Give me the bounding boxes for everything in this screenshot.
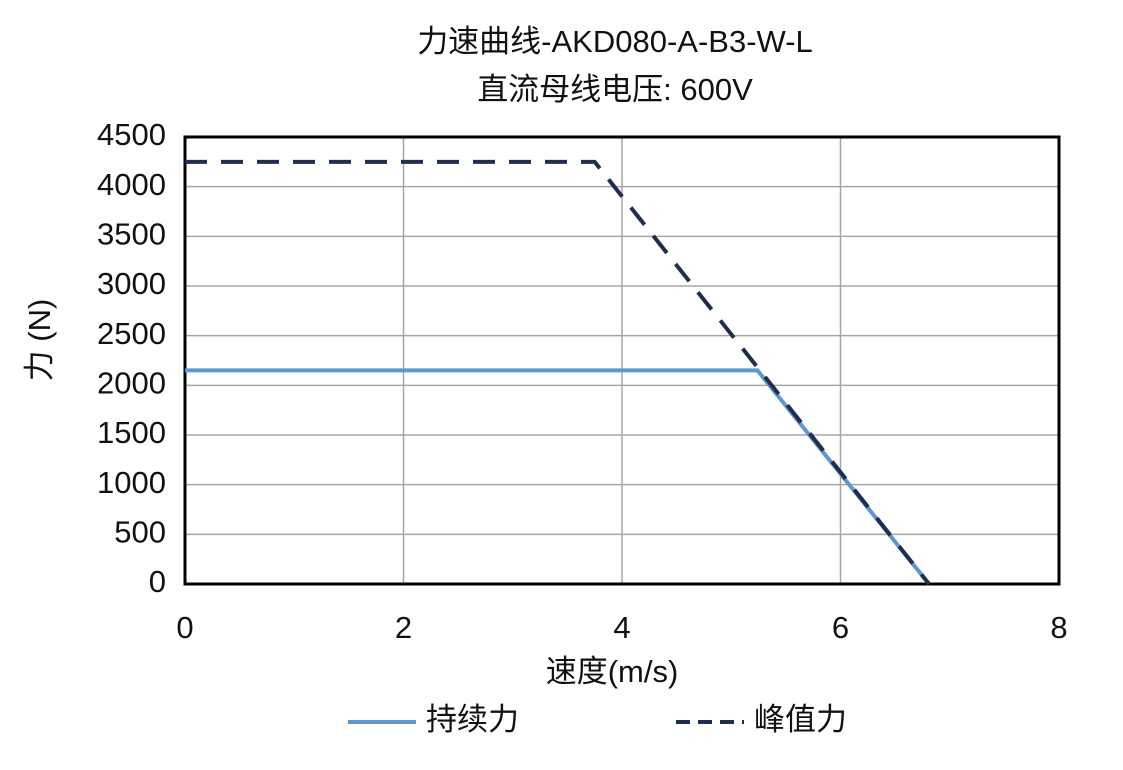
x-tick-label: 4 [613,610,630,645]
y-tick-label: 4000 [97,167,166,202]
y-tick-label: 3000 [97,266,166,301]
y-tick-label: 4500 [97,117,166,152]
y-tick-label: 3500 [97,217,166,252]
y-tick-label: 2000 [97,366,166,401]
y-axis-label: 力 (N) [22,299,57,382]
chart-title: 力速曲线-AKD080-A-B3-W-L [417,24,813,59]
x-tick-label: 2 [395,610,412,645]
x-tick-label: 6 [832,610,849,645]
legend-label: 持续力 [426,702,519,737]
series-line [185,368,931,586]
x-axis-label: 速度(m/s) [546,654,679,689]
plot-frame [183,135,1061,586]
y-tick-label: 0 [149,564,166,599]
series-line [185,159,931,586]
y-tick-label: 2500 [97,316,166,351]
y-tick-label: 1000 [97,465,166,500]
y-tick-label: 500 [114,515,166,550]
legend-label: 峰值力 [754,702,847,737]
x-tick-label: 8 [1050,610,1067,645]
x-tick-label: 0 [176,610,193,645]
chart-subtitle: 直流母线电压: 600V [477,72,753,107]
y-tick-label: 1500 [97,415,166,450]
